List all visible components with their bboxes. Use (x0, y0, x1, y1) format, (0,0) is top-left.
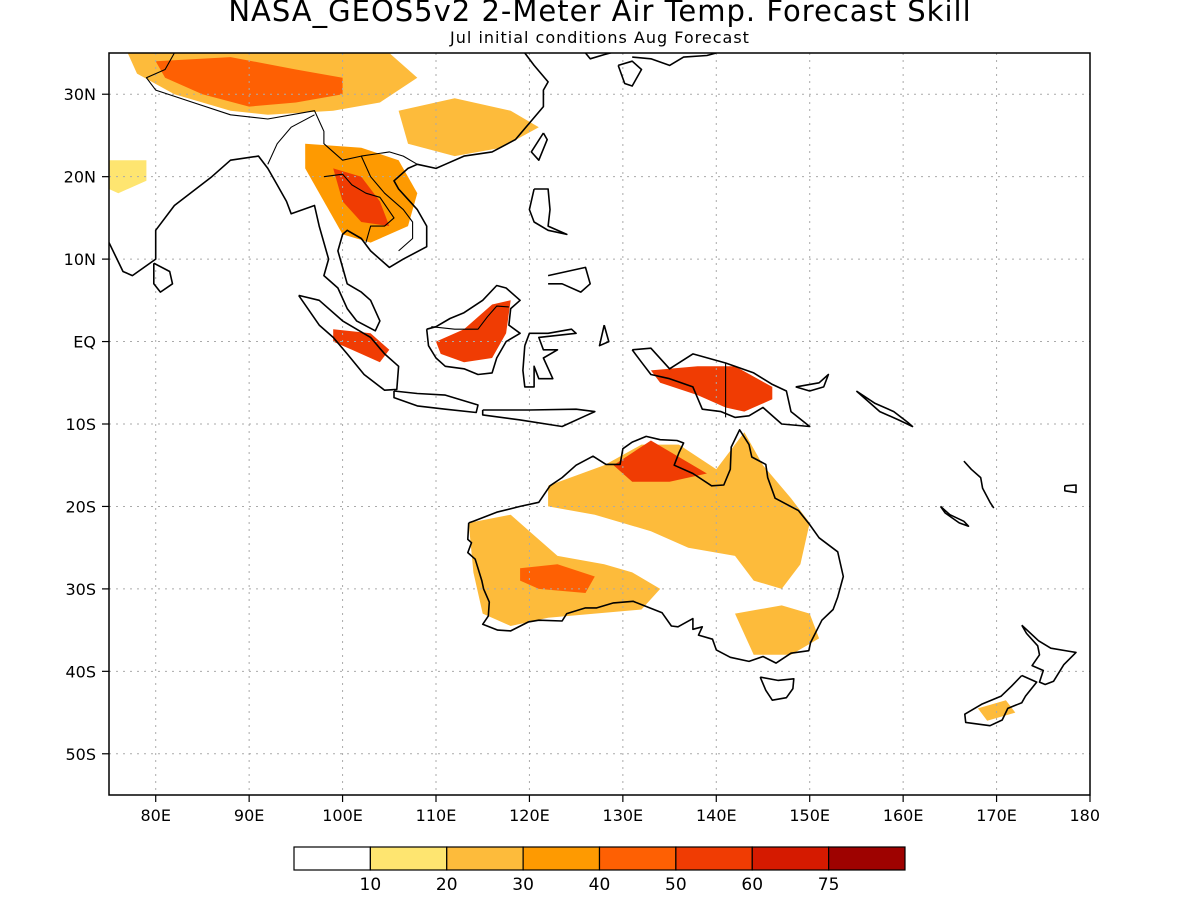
colorbar-label: 40 (589, 875, 611, 895)
border-china-border (145, 53, 418, 165)
lon-tick-label: 180 (1069, 806, 1100, 825)
skill-region-australia-top (613, 440, 707, 482)
border-borneo-border (431, 305, 509, 330)
colorbar-swatch (751, 846, 830, 871)
axis-ticks: 30N 20N 10N EQ 10S 20S 30S 40S 50S 80E 90E 100E 110E… (64, 85, 1100, 825)
coastline-sumatra (298, 294, 400, 392)
lon-tick-label: 160E (883, 806, 924, 825)
colorbar-label: 30 (512, 875, 534, 895)
colorbar-swatch (369, 846, 448, 871)
coastline-sulawesi (522, 328, 577, 388)
skill-region-east-china (398, 98, 539, 157)
lat-tick-label: 10N (64, 250, 96, 269)
coastline-luzon (528, 188, 568, 236)
lat-tick-label: 30S (65, 580, 96, 599)
coastline-japan-honshu (632, 53, 717, 67)
skill-region-australia-east (735, 605, 820, 655)
lon-tick-label: 130E (603, 806, 644, 825)
lon-tick-label: 100E (322, 806, 363, 825)
colorbar-swatch (828, 846, 906, 871)
colorbar-label: 10 (360, 875, 382, 895)
coastline-taiwan (530, 132, 549, 161)
lon-tick-label: 90E (234, 806, 264, 825)
lat-tick-label: 20N (64, 168, 96, 187)
colorbar-label: 60 (741, 875, 763, 895)
skill-region-borneo (436, 300, 511, 363)
coastline-tasmania (759, 676, 795, 702)
colorbar-label: 50 (665, 875, 687, 895)
coastline-india-coast (109, 53, 549, 332)
lat-tick-label: 30N (64, 85, 96, 104)
colorbar-label: 20 (436, 875, 458, 895)
lat-tick-label: EQ (73, 333, 96, 352)
lat-tick-label: 40S (65, 662, 96, 681)
coastline-sri-lanka (153, 262, 174, 293)
colorbar-swatch (522, 846, 601, 871)
coastline-korea (584, 53, 614, 60)
coastline-nz-south (963, 674, 1038, 727)
lon-tick-label: 140E (696, 806, 737, 825)
map-title: NASA_GEOS5v2 2-Meter Air Temp. Forecast … (228, 0, 972, 28)
colorbar-swatch (446, 846, 524, 871)
skill-region-new-guinea (650, 366, 773, 412)
grid-lines (109, 53, 1090, 795)
colorbar-swatch (598, 846, 677, 871)
coastline-fiji (1064, 484, 1077, 494)
lat-tick-label: 10S (65, 415, 96, 434)
coastline-new-britain (795, 373, 830, 392)
border-myanmar-india (267, 114, 315, 165)
lon-tick-label: 170E (976, 806, 1017, 825)
coastline-new-guinea (631, 347, 811, 428)
coastline-japan-kyushu (617, 60, 643, 87)
colorbar: 10 20 30 40 50 60 75 (293, 846, 906, 895)
map-subtitle: Jul initial conditions Aug Forecast (450, 28, 750, 47)
coastline-solomons (855, 390, 914, 428)
lon-tick-label: 110E (416, 806, 457, 825)
coastline-borneo (425, 284, 521, 376)
skill-region-india-west (109, 160, 147, 194)
lon-tick-label: 80E (140, 806, 170, 825)
skill-region-new-zealand (977, 700, 1016, 721)
skill-region-australia-southwest (520, 564, 595, 593)
coastline-new-caledonia (939, 505, 970, 528)
skill-shading (109, 53, 1016, 721)
colorbar-swatch (293, 846, 371, 871)
coastlines (109, 53, 1077, 727)
coastline-mindanao (547, 266, 592, 293)
coastline-java (393, 390, 479, 414)
coastline-lesser-sunda (481, 408, 596, 428)
skill-region-sumatra (333, 329, 390, 363)
coastline-vanuatu (963, 460, 995, 509)
coastline-halmahera-seram (598, 324, 610, 347)
coastline-nz-north (1021, 624, 1077, 686)
coastline-australia (466, 428, 845, 664)
skill-region-australia-north (548, 432, 810, 589)
lat-tick-label: 20S (65, 497, 96, 516)
border-laos-vietnam (360, 155, 414, 252)
lon-tick-label: 150E (789, 806, 830, 825)
lat-tick-label: 50S (65, 745, 96, 764)
lon-tick-label: 120E (509, 806, 550, 825)
colorbar-swatch (675, 846, 753, 871)
skill-region-indochina-core (333, 168, 390, 227)
colorbar-label: 75 (818, 875, 840, 895)
border-thai-border (323, 173, 395, 243)
